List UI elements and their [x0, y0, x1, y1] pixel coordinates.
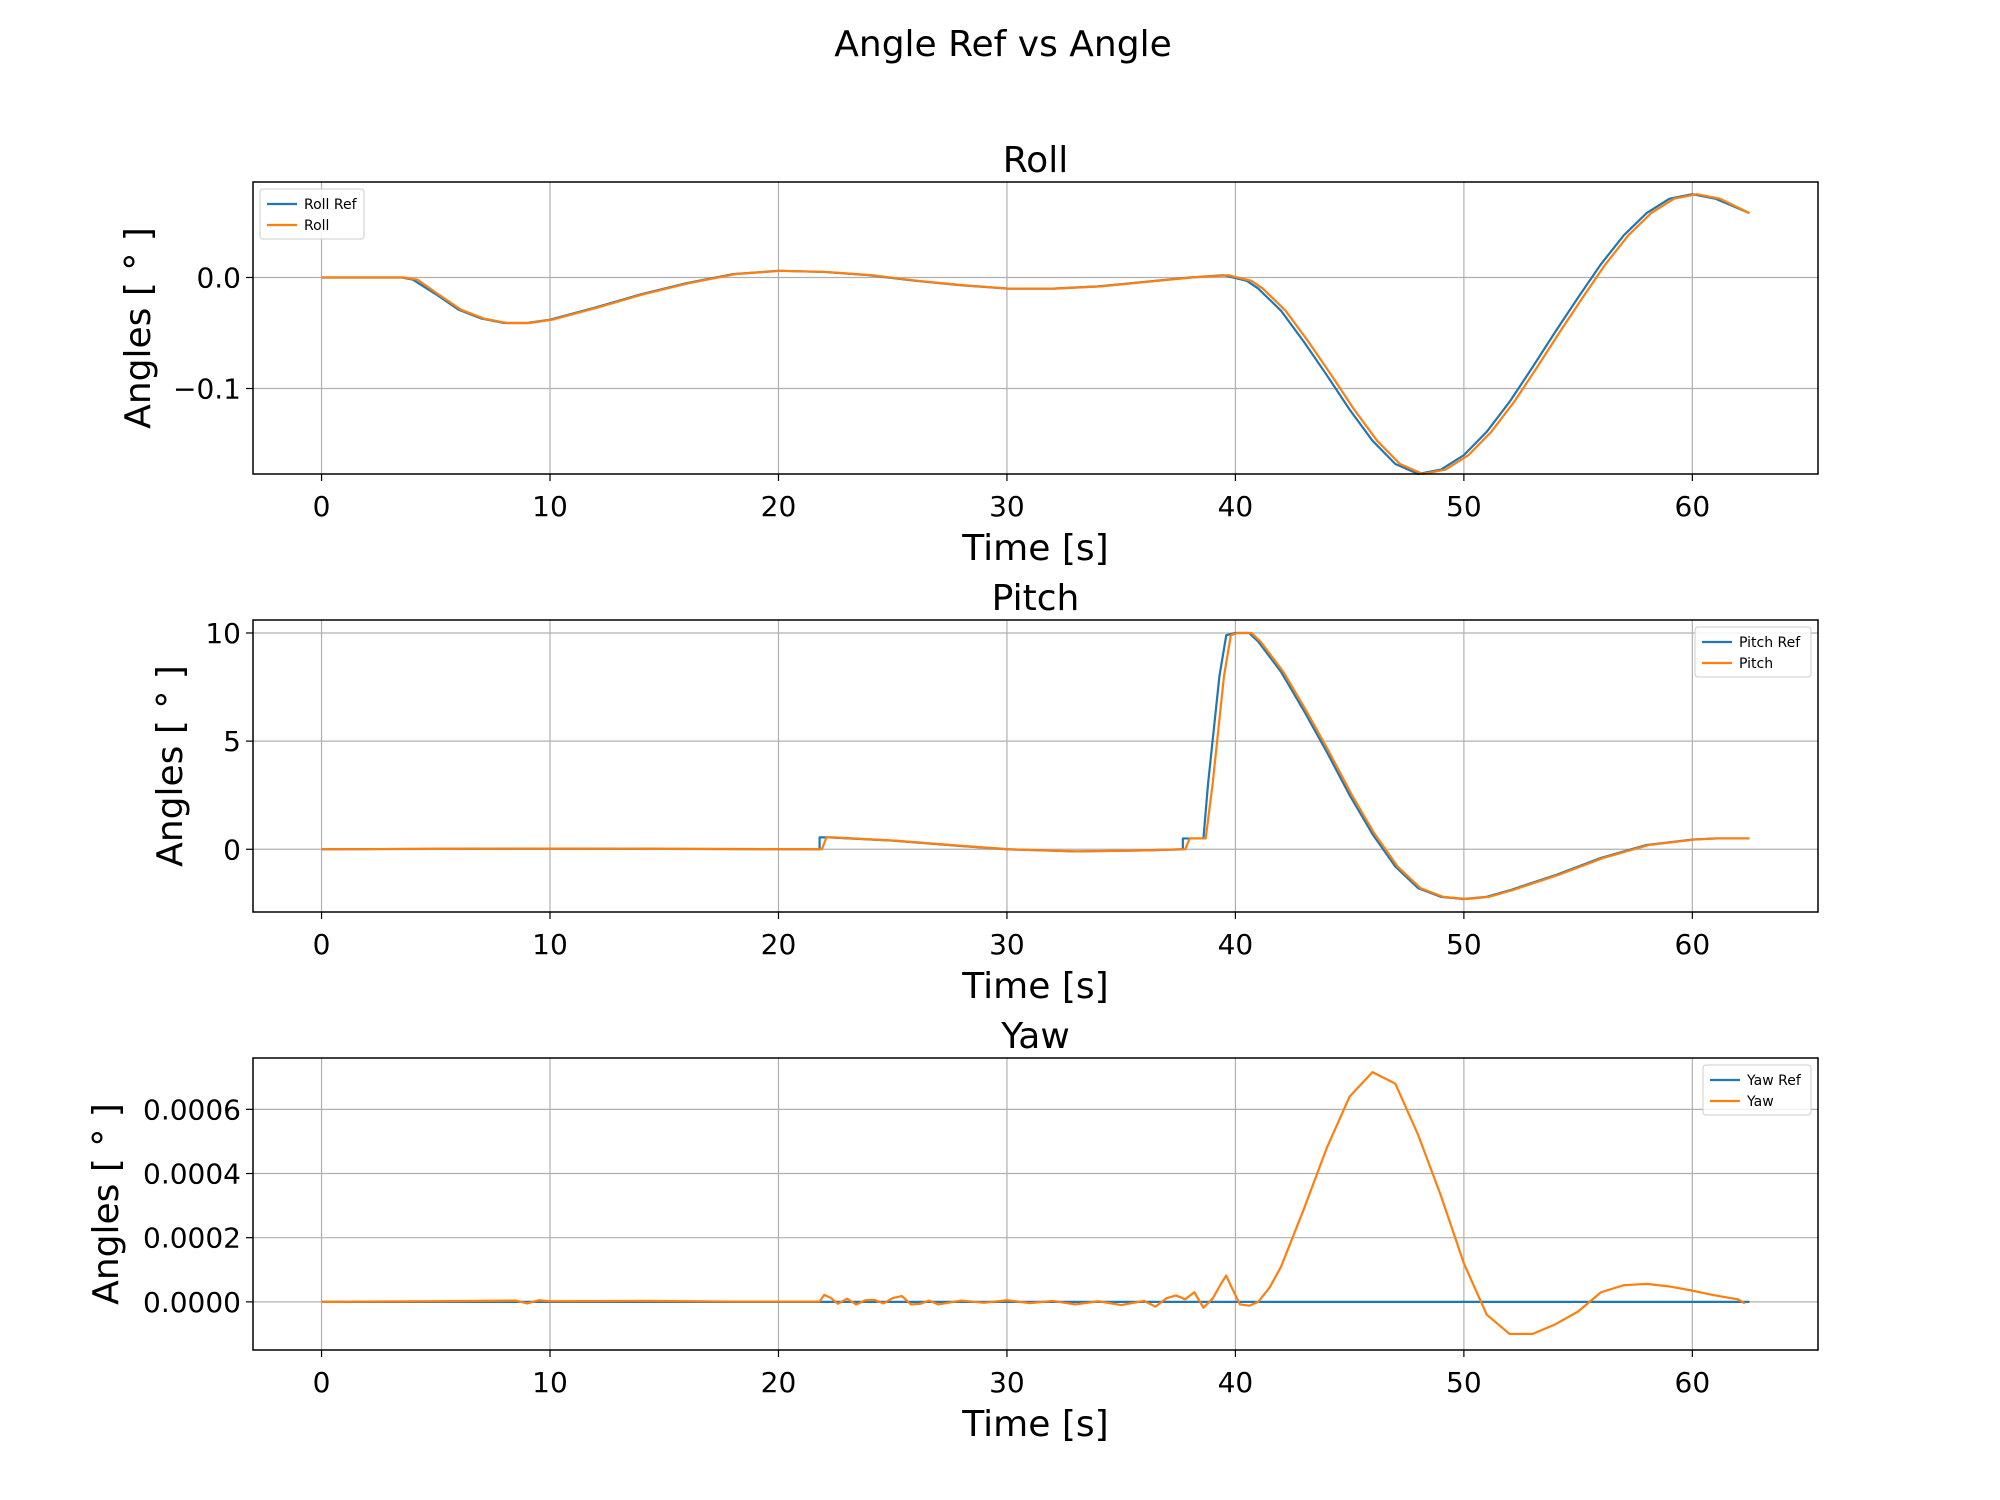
series-line-1: [321, 1071, 1746, 1336]
x-axis-label: Time [s]: [961, 528, 1108, 569]
series-line-1: [321, 193, 1750, 476]
series-line-0: [321, 631, 1750, 901]
legend: Yaw Ref Yaw: [1702, 1064, 1812, 1116]
plot-frame: [252, 619, 1819, 913]
legend-label: Yaw Ref: [1746, 1073, 1802, 1089]
x-tick-label: 0: [313, 928, 331, 961]
x-tick-label: 40: [1218, 928, 1254, 961]
x-tick-label: 50: [1446, 1366, 1482, 1399]
x-tick-label: 10: [532, 490, 568, 523]
x-tick-label: 50: [1446, 928, 1482, 961]
legend-label: Roll Ref: [304, 197, 358, 213]
legend-box: [259, 188, 365, 240]
x-tick-label: 10: [532, 928, 568, 961]
legend-box: [1694, 626, 1812, 678]
panel-title: Roll: [1003, 140, 1068, 181]
plot-frame: [252, 1057, 1819, 1351]
y-tick-label: −0.1: [173, 373, 241, 406]
roll-panel: 0 10 20 30 40 50 60 0.0 −0.1 Roll Time [s] Angles […: [118, 140, 1819, 569]
x-tick-label: 0: [313, 490, 331, 523]
x-tick-label: 20: [761, 1366, 797, 1399]
panel-title: Pitch: [992, 578, 1080, 619]
y-tick-label: 10: [205, 617, 241, 650]
x-tick-label: 40: [1218, 1366, 1254, 1399]
y-tick-label: 0: [223, 833, 241, 866]
x-tick-label: 10: [532, 1366, 568, 1399]
panel-title: Yaw: [1000, 1016, 1070, 1057]
y-tick-label: 0.0000: [143, 1286, 241, 1319]
y-tick-label: 0.0: [196, 261, 241, 294]
yaw-panel: 0 10 20 30 40 50 60 0.0006 0.0004 0.0002 0.0000 Yaw…: [86, 1016, 1819, 1445]
y-tick-label: 0.0004: [143, 1158, 241, 1191]
y-axis-label: Angles [ ° ]: [118, 227, 159, 429]
x-axis-label: Time [s]: [961, 1404, 1108, 1445]
y-tick-label: 0.0002: [143, 1222, 241, 1255]
y-axis-label: Angles [ ° ]: [86, 1103, 127, 1305]
series-line-0: [321, 193, 1750, 476]
x-tick-label: 20: [761, 928, 797, 961]
series-line-1: [321, 631, 1750, 901]
y-tick-label: 0.0006: [143, 1093, 241, 1126]
y-axis-label: Angles [ ° ]: [150, 665, 191, 867]
x-tick-label: 0: [313, 1366, 331, 1399]
x-tick-label: 40: [1218, 490, 1254, 523]
x-tick-label: 60: [1675, 1366, 1711, 1399]
x-tick-label: 60: [1675, 928, 1711, 961]
x-tick-label: 50: [1446, 490, 1482, 523]
x-axis-label: Time [s]: [961, 966, 1108, 1007]
legend-label: Pitch: [1739, 656, 1773, 672]
x-tick-label: 30: [989, 928, 1025, 961]
legend-label: Pitch Ref: [1739, 635, 1801, 651]
plot-frame: [252, 181, 1819, 475]
legend: Pitch Ref Pitch: [1694, 626, 1812, 678]
x-tick-label: 30: [989, 1366, 1025, 1399]
figure-title: Angle Ref vs Angle: [834, 24, 1172, 65]
legend-label: Yaw: [1746, 1094, 1774, 1110]
legend-label: Roll: [304, 218, 329, 234]
x-tick-label: 30: [989, 490, 1025, 523]
x-tick-label: 20: [761, 490, 797, 523]
x-tick-label: 60: [1675, 490, 1711, 523]
y-tick-label: 5: [223, 725, 241, 758]
legend: Roll Ref Roll: [259, 188, 365, 240]
legend-box: [1702, 1064, 1812, 1116]
